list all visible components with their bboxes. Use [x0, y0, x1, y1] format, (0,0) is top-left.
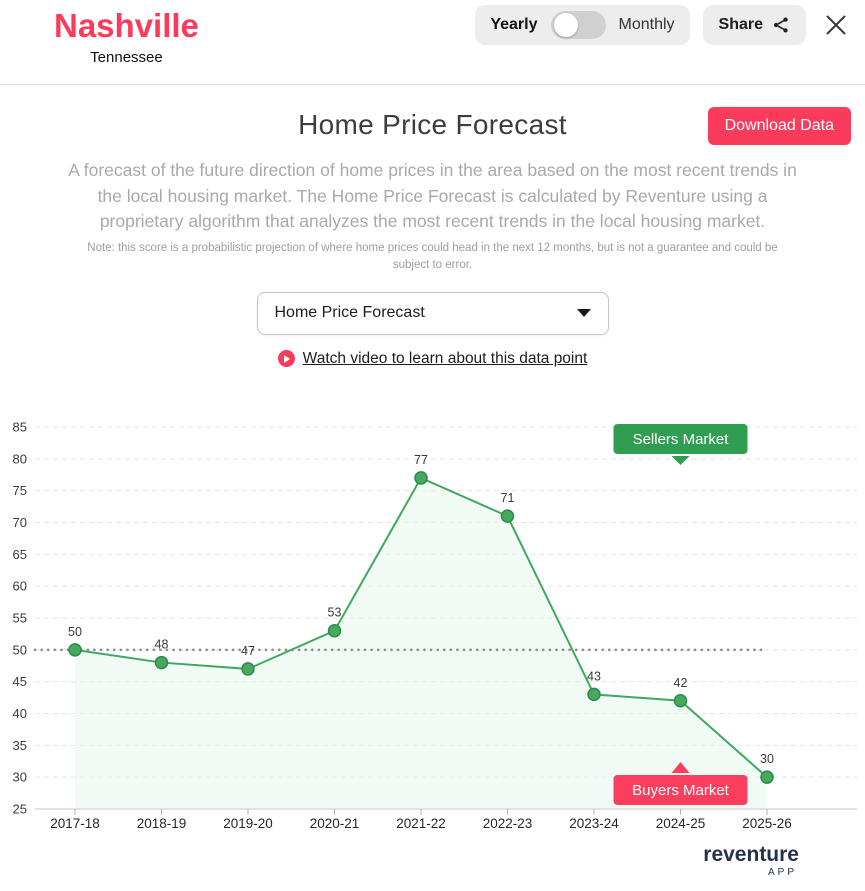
toggle-option-monthly[interactable]: Monthly — [618, 16, 675, 33]
video-link-label: Watch video to learn about this data poi… — [302, 349, 588, 367]
city-name: Nashville — [54, 7, 199, 44]
point-value-label: 71 — [501, 491, 515, 505]
close-button[interactable] — [819, 8, 853, 42]
chart-area — [75, 477, 767, 809]
location-block: Nashville Tennessee — [54, 4, 199, 66]
page-title: Home Price Forecast — [298, 109, 567, 140]
point-value-label: 53 — [328, 605, 342, 619]
forecast-chart: 25 30 35 40 45 50 55 60 65 70 75 80 85 2017-18 2018-19… — [13, 419, 857, 831]
brand-name: reventure — [703, 842, 799, 866]
chart-point[interactable] — [68, 642, 82, 657]
y-axis-tick-label: 80 — [13, 451, 27, 466]
point-value-label: 47 — [241, 644, 255, 658]
metric-dropdown-value: Home Price Forecast — [274, 304, 425, 322]
description-text: A forecast of the future direction of ho… — [68, 160, 797, 232]
y-axis-tick-label: 25 — [13, 801, 27, 816]
header: Nashville Tennessee Yearly Monthly Share — [0, 0, 865, 85]
video-link[interactable]: Watch video to learn about this data poi… — [277, 349, 588, 368]
badge-label: Buyers Market — [632, 782, 730, 799]
caret-down-icon — [576, 309, 591, 318]
arrow-down-icon — [671, 455, 690, 465]
y-axis-tick-label: 70 — [13, 515, 27, 530]
x-axis-tick-label: 2019-20 — [223, 816, 273, 831]
x-axis-tick-label: 2021-22 — [396, 816, 446, 831]
x-axis-tick-label: 2017-18 — [50, 816, 100, 831]
toggle-knob — [553, 13, 578, 37]
arrow-up-icon — [671, 761, 690, 773]
y-axis-tick-label: 55 — [13, 610, 27, 625]
period-toggle-group: Yearly Monthly — [475, 5, 690, 45]
point-value-label: 42 — [674, 675, 688, 689]
x-axis-tick-label: 2018-19 — [137, 816, 187, 831]
header-controls: Yearly Monthly Share — [475, 5, 853, 45]
buyers-market-badge: Buyers Market — [613, 761, 748, 805]
y-axis-tick-label: 30 — [13, 769, 27, 784]
x-axis-tick-label: 2020-21 — [310, 816, 360, 831]
metric-dropdown[interactable]: Home Price Forecast — [256, 291, 609, 335]
chart-point[interactable] — [760, 770, 774, 784]
play-icon — [277, 350, 295, 368]
y-axis-tick-label: 35 — [13, 737, 27, 752]
point-value-label: 30 — [760, 752, 774, 766]
y-axis-tick-label: 60 — [13, 578, 27, 593]
share-icon — [773, 17, 788, 33]
download-data-button[interactable]: Download Data — [707, 107, 851, 145]
main-content: Home Price Forecast Download Data A fore… — [0, 107, 865, 878]
chart-point[interactable] — [414, 470, 428, 485]
chart-x-axis: 2017-18 2018-19 2019-20 2020-21 2021-22 2022-… — [35, 808, 857, 831]
point-value-label: 48 — [155, 637, 169, 651]
x-axis-tick-label: 2025-26 — [742, 816, 792, 831]
title-row: Home Price Forecast Download Data — [0, 107, 865, 145]
x-axis-tick-label: 2022-23 — [483, 816, 533, 831]
share-button-label: Share — [718, 16, 763, 33]
note-text: Note: this score is a probabilistic proj… — [87, 242, 778, 272]
chart-container: 25 30 35 40 45 50 55 60 65 70 75 80 85 2017-18 2018-19… — [0, 412, 865, 842]
badge-label: Sellers Market — [633, 431, 730, 448]
sellers-market-badge: Sellers Market — [613, 423, 748, 465]
x-axis-tick-label: 2024-25 — [656, 816, 706, 831]
y-axis-tick-label: 75 — [13, 483, 27, 498]
share-button[interactable]: Share — [702, 5, 806, 45]
state-name: Tennessee — [90, 48, 163, 66]
chart-point[interactable] — [241, 661, 255, 676]
chart-point[interactable] — [587, 687, 601, 701]
point-value-label: 77 — [414, 453, 428, 467]
toggle-option-yearly[interactable]: Yearly — [490, 16, 538, 33]
chart-point[interactable] — [673, 693, 688, 708]
period-toggle-switch[interactable] — [550, 11, 606, 39]
point-value-label: 43 — [587, 669, 601, 683]
brand-logo: reventure APP — [0, 842, 799, 878]
point-value-label: 50 — [68, 624, 82, 638]
y-axis-tick-label: 40 — [13, 706, 27, 721]
chart-point[interactable] — [500, 509, 515, 523]
y-axis-tick-label: 50 — [13, 642, 27, 657]
close-icon — [826, 15, 846, 35]
y-axis-tick-label: 85 — [13, 419, 27, 434]
y-axis-tick-label: 45 — [13, 674, 27, 689]
x-axis-tick-label: 2023-24 — [569, 816, 619, 831]
y-axis-tick-label: 65 — [13, 546, 27, 561]
chart-point[interactable] — [154, 655, 169, 669]
brand-sub: APP — [767, 866, 797, 878]
chart-point[interactable] — [327, 623, 342, 638]
